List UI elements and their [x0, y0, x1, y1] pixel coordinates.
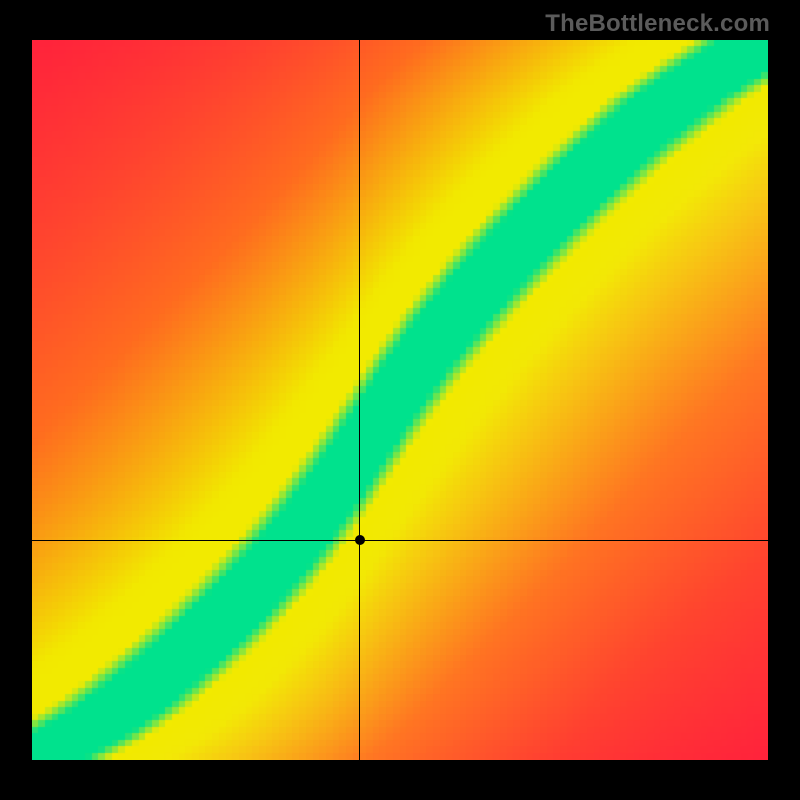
- crosshair-marker: [355, 535, 365, 545]
- crosshair-horizontal: [32, 540, 768, 541]
- heatmap-canvas: [32, 40, 768, 760]
- chart-frame: TheBottleneck.com: [0, 0, 800, 800]
- plot-area: [32, 40, 768, 760]
- crosshair-vertical: [359, 40, 360, 760]
- watermark-text: TheBottleneck.com: [545, 10, 770, 38]
